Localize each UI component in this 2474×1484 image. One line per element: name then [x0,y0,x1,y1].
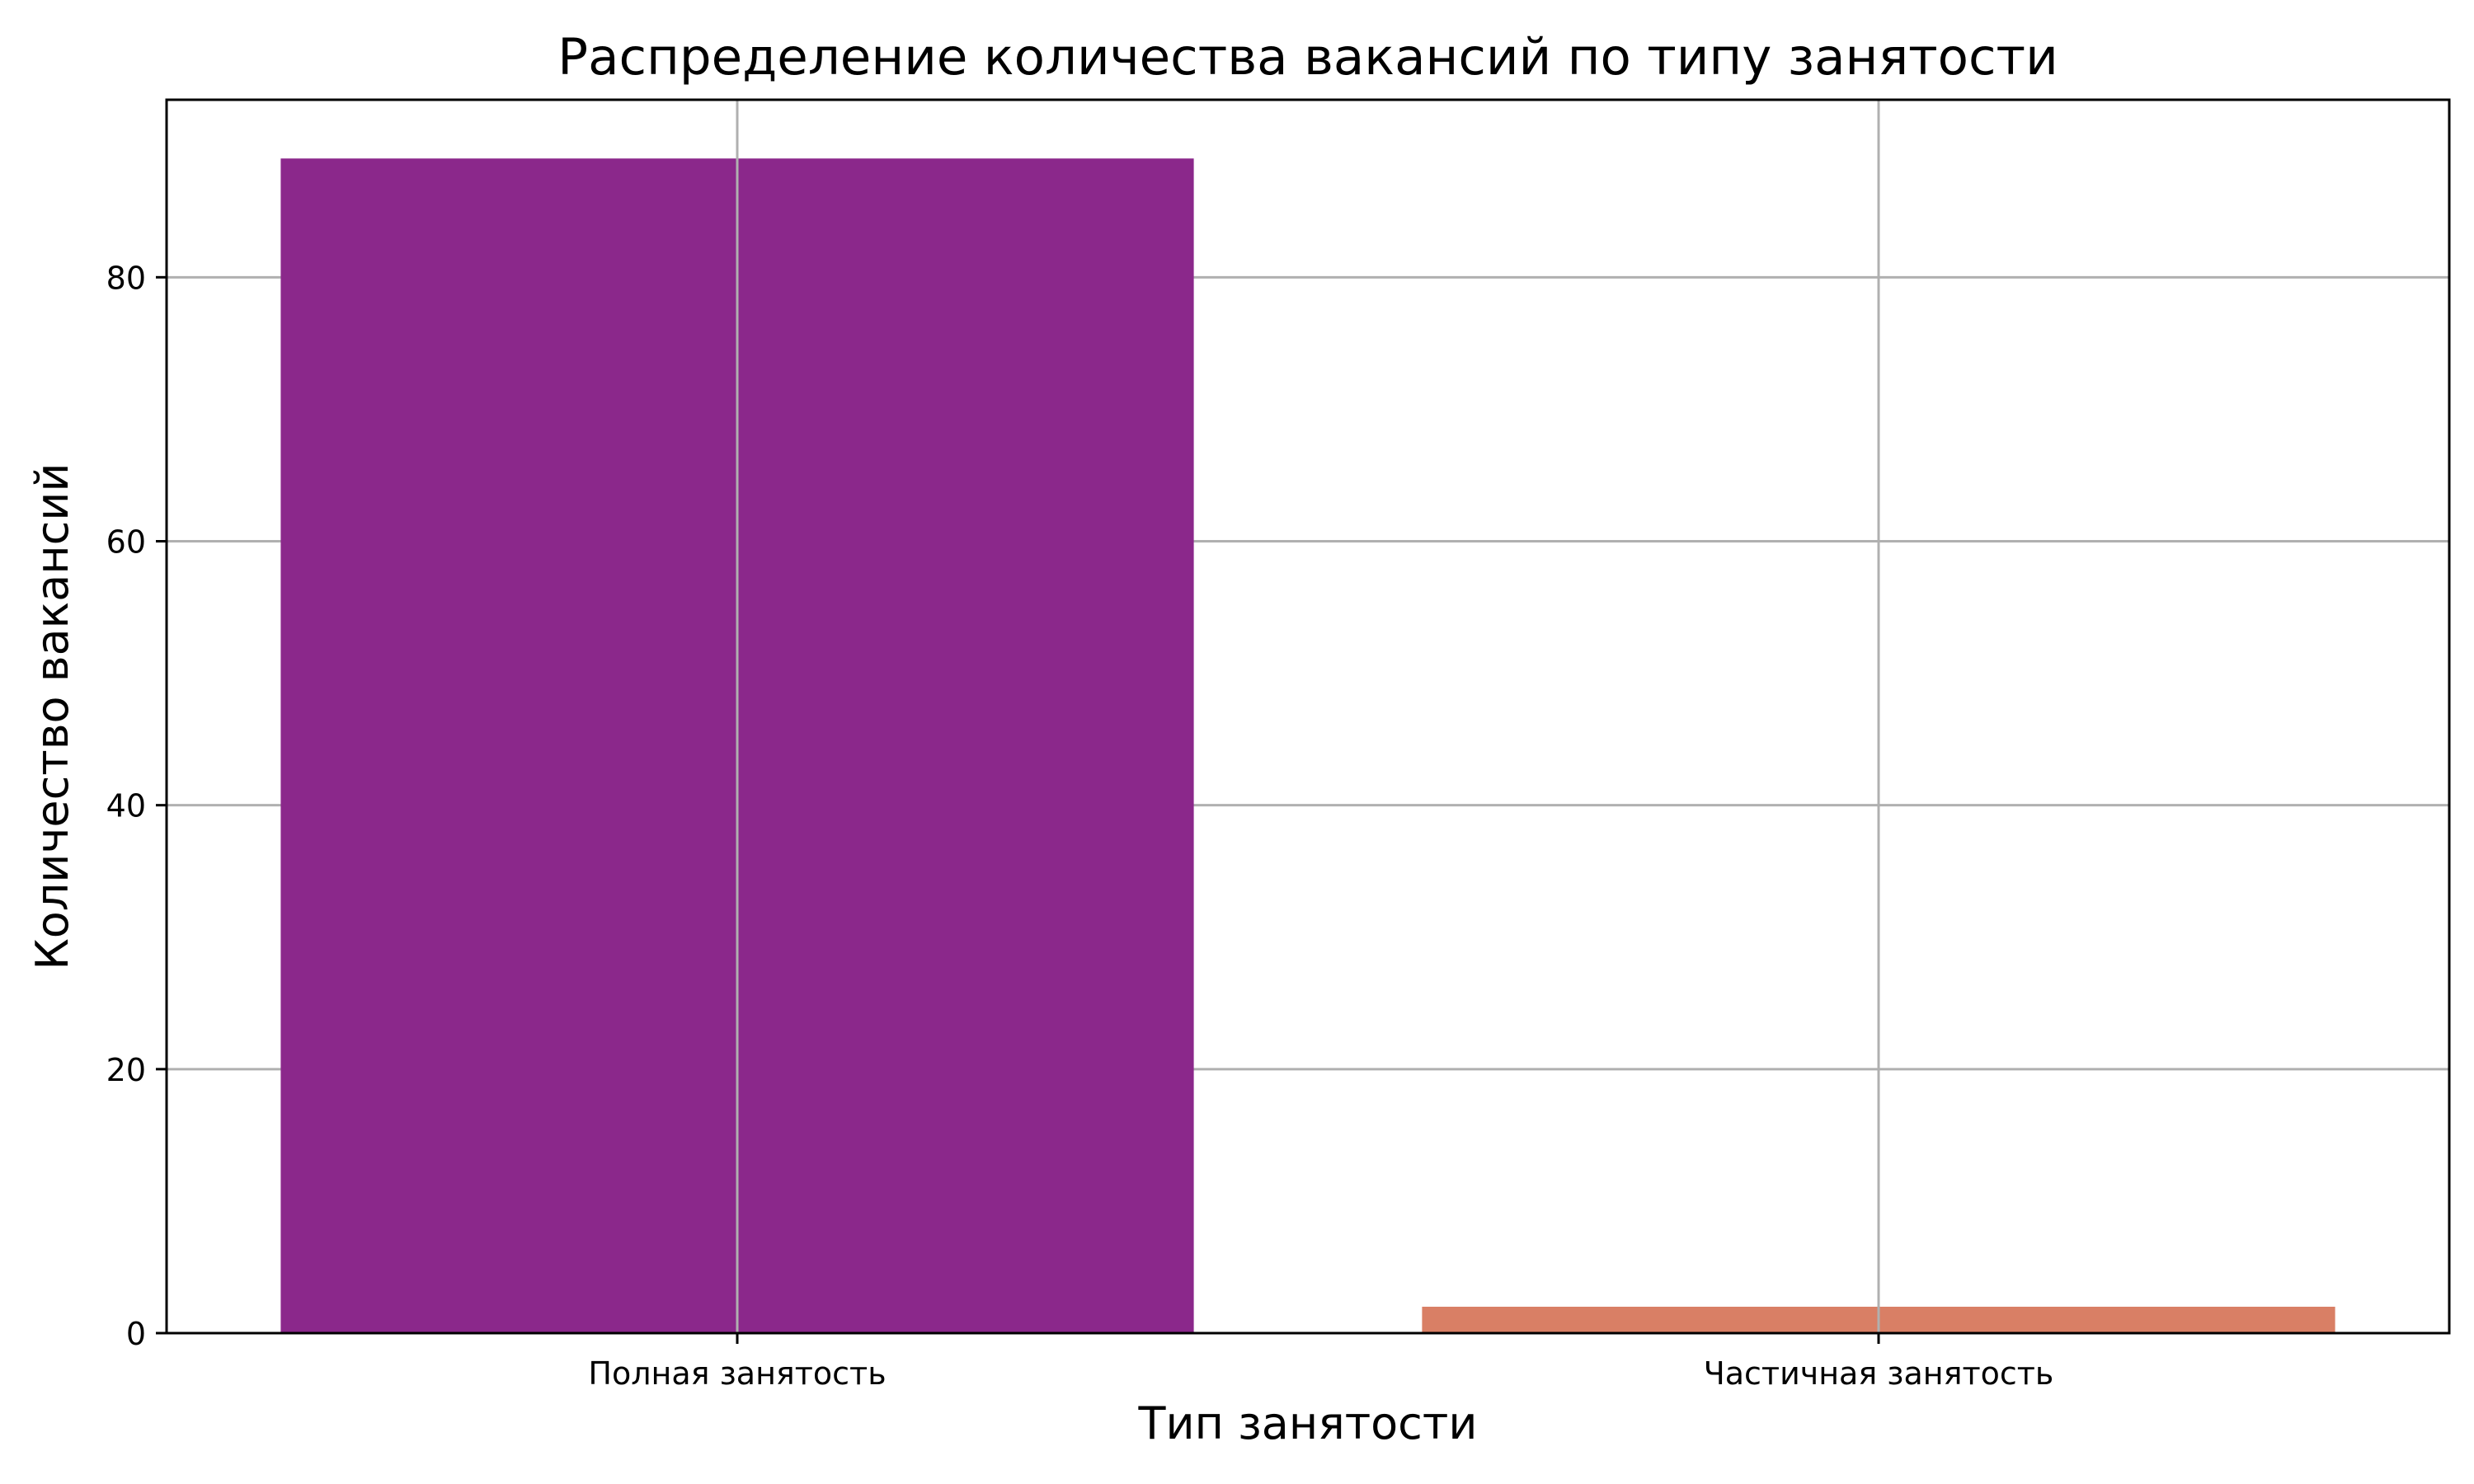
y-axis-ticks: 0 20 40 60 80 [106,260,167,1352]
chart-title: Распределение количества вакансий по тип… [557,28,2058,87]
x-tick-label: Частичная занятость [1704,1355,2054,1392]
y-tick-label: 20 [106,1052,146,1088]
x-tick-label: Полная занятость [588,1355,886,1392]
x-axis-title: Тип занятости [1138,1397,1478,1449]
y-tick-label: 0 [126,1316,146,1352]
x-grid-lines [736,100,1880,1333]
x-axis-ticks: Полная занятость Частичная занятость [588,1333,2053,1392]
y-tick-label: 80 [106,260,146,296]
y-axis-title: Количество вакансий [26,463,78,970]
y-tick-label: 40 [106,788,146,824]
plot-frame [165,98,2451,1335]
bars [280,158,2335,1334]
y-tick-label: 60 [106,524,146,560]
